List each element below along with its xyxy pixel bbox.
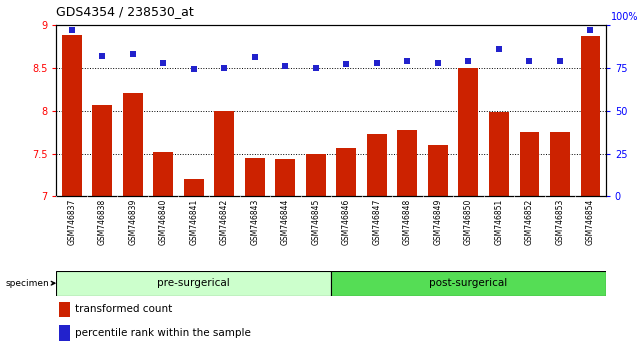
- Point: [158, 60, 169, 65]
- Text: GSM746851: GSM746851: [494, 199, 503, 245]
- Bar: [428, 145, 448, 354]
- Text: GSM746846: GSM746846: [342, 199, 351, 245]
- Text: pre-surgerical: pre-surgerical: [158, 278, 230, 288]
- Text: percentile rank within the sample: percentile rank within the sample: [74, 328, 251, 338]
- Bar: [123, 93, 143, 354]
- Text: GSM746845: GSM746845: [312, 199, 320, 245]
- Text: GSM746853: GSM746853: [556, 199, 565, 245]
- Point: [372, 60, 382, 65]
- Bar: [458, 68, 478, 354]
- Point: [524, 58, 535, 64]
- Point: [555, 58, 565, 64]
- Point: [585, 27, 595, 33]
- Bar: [62, 35, 81, 354]
- Bar: [92, 105, 112, 354]
- Text: GSM746844: GSM746844: [281, 199, 290, 245]
- Bar: [367, 134, 387, 354]
- Bar: [245, 158, 265, 354]
- Bar: [60, 302, 70, 317]
- Text: GSM746849: GSM746849: [433, 199, 442, 245]
- Point: [403, 58, 413, 64]
- Bar: [184, 179, 204, 354]
- Text: GSM746848: GSM746848: [403, 199, 412, 245]
- Text: GDS4354 / 238530_at: GDS4354 / 238530_at: [56, 5, 194, 18]
- FancyBboxPatch shape: [331, 271, 606, 296]
- Point: [433, 60, 443, 65]
- Point: [249, 55, 260, 60]
- Bar: [581, 36, 601, 354]
- Text: GSM746841: GSM746841: [189, 199, 198, 245]
- Text: GSM746839: GSM746839: [128, 199, 137, 245]
- Text: 100%: 100%: [612, 12, 639, 22]
- Bar: [214, 110, 234, 354]
- Text: GSM746840: GSM746840: [159, 199, 168, 245]
- Text: GSM746854: GSM746854: [586, 199, 595, 245]
- Bar: [276, 159, 296, 354]
- Text: GSM746843: GSM746843: [250, 199, 259, 245]
- Text: transformed count: transformed count: [74, 304, 172, 314]
- Point: [311, 65, 321, 70]
- Text: GSM746842: GSM746842: [220, 199, 229, 245]
- Point: [97, 53, 107, 58]
- Point: [463, 58, 474, 64]
- Bar: [550, 132, 570, 354]
- Bar: [519, 132, 539, 354]
- Point: [280, 63, 290, 69]
- Point: [219, 65, 229, 70]
- FancyBboxPatch shape: [56, 271, 331, 296]
- Point: [341, 62, 351, 67]
- Bar: [397, 130, 417, 354]
- Point: [67, 27, 77, 33]
- Text: GSM746850: GSM746850: [464, 199, 473, 245]
- Text: GSM746852: GSM746852: [525, 199, 534, 245]
- Bar: [306, 154, 326, 354]
- Bar: [489, 112, 509, 354]
- Text: GSM746838: GSM746838: [97, 199, 106, 245]
- Text: GSM746837: GSM746837: [67, 199, 76, 245]
- Text: specimen: specimen: [6, 279, 55, 288]
- Bar: [153, 152, 173, 354]
- Bar: [337, 148, 356, 354]
- Point: [494, 46, 504, 52]
- Bar: [60, 325, 70, 341]
- Text: post-surgerical: post-surgerical: [429, 278, 508, 288]
- Text: GSM746847: GSM746847: [372, 199, 381, 245]
- Point: [188, 67, 199, 72]
- Point: [128, 51, 138, 57]
